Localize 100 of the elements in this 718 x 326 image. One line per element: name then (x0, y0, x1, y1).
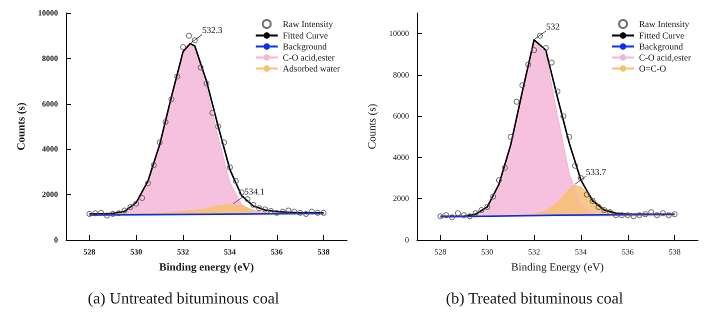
x-tick-label: 536 (622, 248, 634, 256)
point (548, 60, 555, 66)
x-tick-label: 530 (481, 248, 494, 256)
x-tick-label: 528 (83, 248, 96, 256)
point (496, 177, 502, 184)
text: (a) Untreated bituminous coal (88, 290, 280, 308)
point (150, 162, 157, 168)
point (133, 200, 140, 207)
y-tick-label: 0 (54, 236, 58, 244)
point (654, 212, 660, 218)
point (554, 88, 560, 94)
point (226, 164, 233, 170)
legend-label: Raw Intensity (282, 19, 334, 29)
y-tick-label: 2000 (393, 194, 409, 204)
y-tick-label: 2000 (42, 190, 58, 200)
legend-label: Fitted Curve (639, 30, 684, 40)
point (180, 44, 186, 50)
legend-label: O=C-O (639, 64, 667, 74)
annotation: 532 (546, 21, 560, 32)
annotation: 534.1 (244, 186, 265, 196)
point (192, 37, 198, 44)
y-tick-label: 6000 (393, 112, 409, 121)
point (232, 178, 239, 184)
point (174, 74, 180, 80)
point (630, 213, 637, 220)
legend-label: C-O acid,ester (639, 52, 692, 62)
point (472, 210, 478, 216)
point (508, 134, 514, 140)
point (286, 208, 292, 214)
point (122, 208, 128, 214)
point (98, 210, 104, 216)
point (437, 213, 444, 220)
point (636, 212, 642, 218)
y-axis-title: Counts (s) (366, 103, 379, 150)
point (168, 96, 174, 102)
point (660, 210, 666, 216)
point (601, 207, 608, 214)
point (455, 210, 461, 216)
x-tick-label: 538 (668, 248, 681, 256)
y-tick-label: 8000 (393, 70, 409, 80)
annotation: 532.3 (202, 25, 223, 36)
x-tick-label: 532 (528, 248, 540, 256)
point (221, 139, 228, 146)
point (320, 210, 327, 216)
point (110, 210, 116, 217)
point (250, 202, 256, 208)
point (156, 139, 163, 146)
point (613, 212, 619, 218)
point (274, 210, 280, 216)
y-tick-label: 8000 (42, 54, 58, 63)
point (566, 134, 572, 140)
point (502, 164, 508, 171)
point (525, 62, 532, 68)
legend-label: Background (282, 42, 328, 52)
x-tick-label: 538 (318, 248, 330, 256)
y-tick-label: 6000 (42, 99, 58, 108)
annotation: 533.7 (586, 166, 607, 177)
point (466, 213, 473, 220)
y-axis-title: Counts (s) (16, 102, 28, 150)
point (186, 32, 192, 39)
legend-label: Fitted Curve (282, 30, 328, 40)
point (536, 32, 543, 39)
point (672, 211, 678, 218)
point (198, 64, 204, 70)
point (590, 198, 596, 204)
x-tick-label: 530 (130, 248, 142, 256)
x-tick-label: 528 (434, 248, 446, 256)
point (162, 119, 168, 125)
point (238, 189, 245, 196)
point (519, 82, 526, 88)
legend-label: C-O acid,ester (282, 52, 335, 62)
point (308, 208, 315, 215)
point (584, 192, 590, 198)
point (572, 162, 578, 169)
x-axis-title: Binding Energy (eV) (511, 262, 604, 274)
x-axis-title: Binding energy (eV) (159, 262, 254, 274)
x-tick-label: 534 (574, 248, 587, 256)
point (666, 212, 672, 218)
legend-label: Adsorbed water (282, 64, 340, 74)
point (648, 209, 654, 216)
x-tick-label: 534 (224, 248, 236, 256)
point (303, 210, 309, 217)
text: (b) Treated bituminous coal (446, 290, 624, 308)
point (139, 195, 146, 201)
point (449, 214, 456, 220)
point (145, 180, 151, 186)
x-tick-label: 532 (177, 248, 190, 256)
point (642, 211, 648, 218)
point (314, 210, 321, 216)
point (280, 208, 286, 215)
point (209, 110, 216, 116)
point (460, 212, 467, 218)
point (542, 45, 549, 52)
point (204, 80, 210, 86)
point (607, 209, 614, 216)
x-tick-label: 536 (270, 248, 283, 256)
point (262, 206, 268, 212)
point (514, 98, 520, 105)
point (291, 208, 298, 215)
y-tick-label: 10000 (389, 29, 409, 38)
